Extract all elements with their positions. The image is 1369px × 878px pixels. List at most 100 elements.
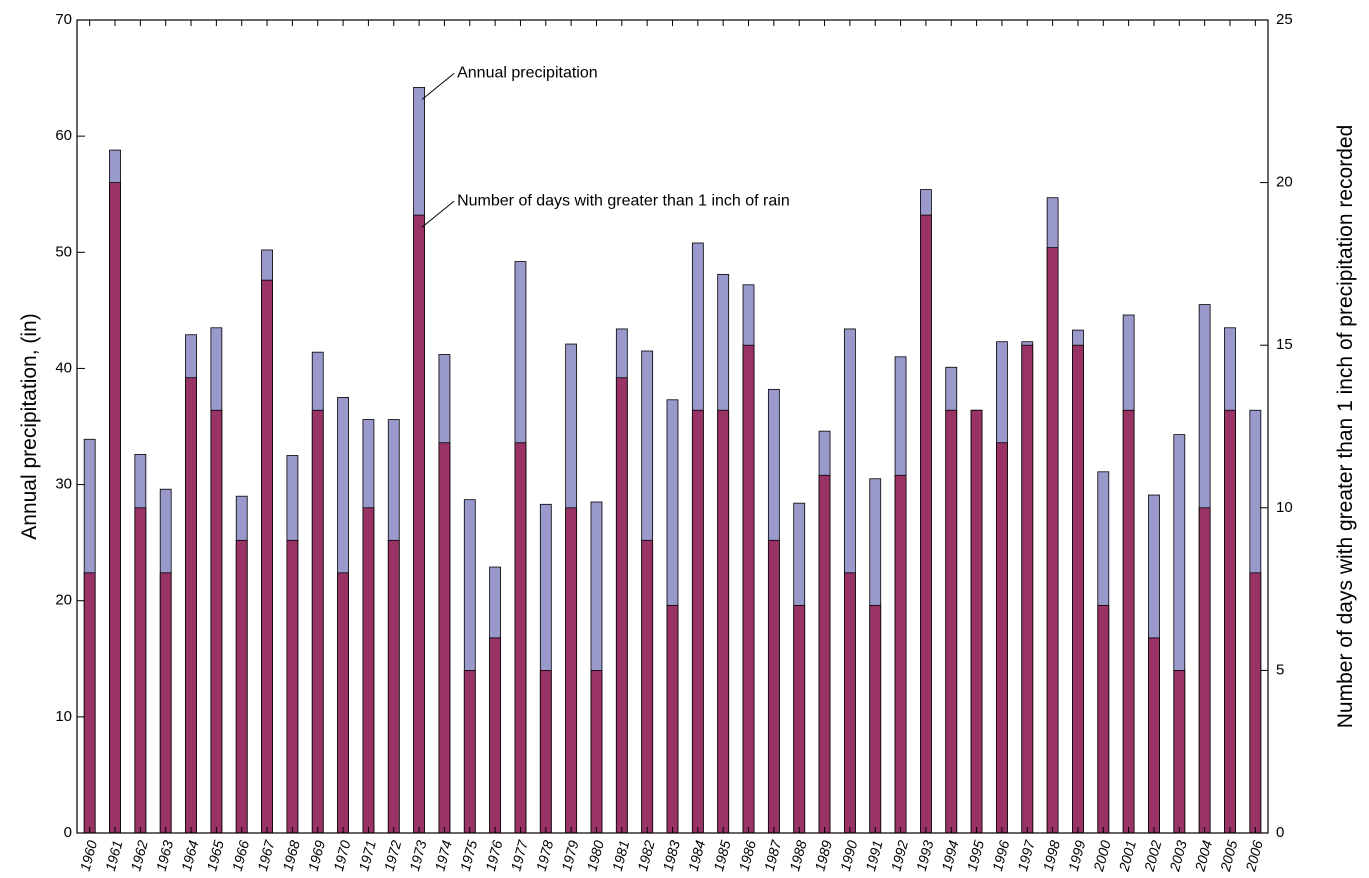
y-tick-label: 50 (55, 243, 72, 260)
y-tick-label: 0 (64, 824, 72, 841)
bar-days (210, 409, 223, 834)
x-tick-label: 1984 (685, 838, 709, 872)
bar-days (1148, 637, 1160, 834)
bar-days (742, 344, 755, 834)
y-tick-label: 40 (55, 359, 72, 376)
annotation-label: Annual precipitation (457, 65, 598, 82)
bar-days (945, 409, 958, 834)
bar-days (235, 539, 248, 834)
bar-days (185, 377, 197, 834)
bar-days (767, 539, 780, 834)
x-tick-label: 1966 (229, 838, 253, 872)
bar-days (1198, 507, 1211, 834)
y-tick-label: 30 (55, 476, 72, 493)
bar-days (1046, 247, 1059, 834)
y2-tick-label: 25 (1276, 11, 1293, 28)
x-tick-label: 1998 (1040, 838, 1064, 872)
y-tick-label: 10 (55, 708, 72, 725)
bar-days (565, 507, 578, 834)
bar-days (818, 474, 831, 834)
bar-days (1122, 409, 1135, 834)
x-tick-label: 1969 (305, 838, 329, 872)
x-tick-label: 2005 (1217, 838, 1241, 873)
bar-days (615, 377, 628, 834)
x-tick-label: 1992 (888, 838, 912, 872)
y-tick-label: 20 (55, 592, 72, 609)
bar-days (590, 670, 603, 834)
bar-days (666, 604, 679, 834)
x-tick-label: 1982 (634, 838, 658, 872)
bar-days (134, 507, 147, 834)
x-tick-label: 1968 (279, 838, 303, 872)
bar-days (514, 442, 527, 834)
bar-days (1072, 344, 1084, 834)
x-tick-label: 2002 (1141, 838, 1165, 873)
x-tick-label: 1996 (989, 838, 1013, 872)
x-tick-label: 1965 (203, 838, 227, 872)
bar-days (489, 637, 502, 834)
y2-tick-label: 5 (1276, 661, 1284, 678)
bar-days (1097, 604, 1110, 834)
bar-days (1249, 572, 1262, 834)
x-tick-label: 1997 (1014, 837, 1038, 872)
bar-days (793, 604, 806, 834)
bar-days (109, 182, 121, 834)
bar-days (641, 539, 654, 834)
x-tick-label: 1983 (659, 838, 683, 872)
x-tick-label: 1970 (330, 838, 354, 872)
y-axis-title: Annual precipitation, (in) (18, 313, 41, 539)
x-tick-label: 1963 (153, 838, 177, 872)
y-tick-label: 70 (55, 11, 72, 28)
bar-days (311, 409, 324, 834)
x-tick-label: 1993 (913, 838, 937, 872)
bar-days (1224, 409, 1236, 834)
x-tick-label: 1999 (1065, 838, 1089, 872)
annotation-leader (421, 200, 455, 228)
bar-days (438, 442, 451, 834)
bar-days (539, 670, 552, 834)
bar-days (843, 572, 856, 834)
x-tick-label: 1995 (964, 838, 988, 872)
x-tick-label: 1989 (811, 838, 835, 872)
x-tick-label: 1994 (938, 838, 962, 872)
x-tick-label: 1988 (786, 838, 810, 872)
x-tick-label: 2000 (1090, 838, 1114, 873)
x-tick-label: 1962 (127, 838, 151, 872)
x-tick-label: 1964 (178, 838, 202, 872)
bar-days (463, 670, 476, 834)
bar-days (337, 572, 349, 834)
bar-days (362, 507, 375, 834)
bars-layer (83, 86, 1262, 834)
bar-days (717, 409, 730, 834)
x-tick-label: 1987 (761, 837, 785, 872)
annotation-label: Number of days with greater than 1 inch … (457, 192, 790, 209)
bar-days (387, 539, 400, 834)
x-tick-label: 1976 (482, 838, 506, 872)
x-tick-label: 1986 (735, 838, 759, 872)
x-tick-label: 1990 (837, 838, 861, 872)
annotation-leader (421, 72, 455, 100)
y2-tick-label: 15 (1276, 336, 1293, 353)
bar-days (286, 539, 299, 834)
x-tick-label: 1973 (406, 838, 430, 872)
bar-days (159, 572, 172, 834)
x-tick-label: 1960 (77, 838, 101, 872)
bar-days (413, 214, 425, 834)
x-tick-label: 1991 (862, 839, 886, 873)
x-tick-label: 1971 (355, 839, 379, 873)
x-tick-label: 1981 (609, 839, 633, 873)
annotations-layer: Annual precipitation Number of days with … (421, 65, 790, 228)
y2-tick-label: 20 (1276, 174, 1293, 191)
bar-days (996, 442, 1008, 834)
x-tick-label: 2001 (1115, 839, 1139, 873)
bar-days (1173, 670, 1186, 834)
x-tick-label: 1977 (507, 837, 531, 872)
bar-days (920, 214, 932, 834)
x-tick-label: 2004 (1191, 838, 1215, 873)
x-tick-label: 1980 (583, 838, 607, 872)
x-tick-label: 1979 (558, 838, 582, 872)
x-tick-label: 1974 (431, 838, 455, 872)
x-tick-label: 1961 (102, 839, 126, 873)
